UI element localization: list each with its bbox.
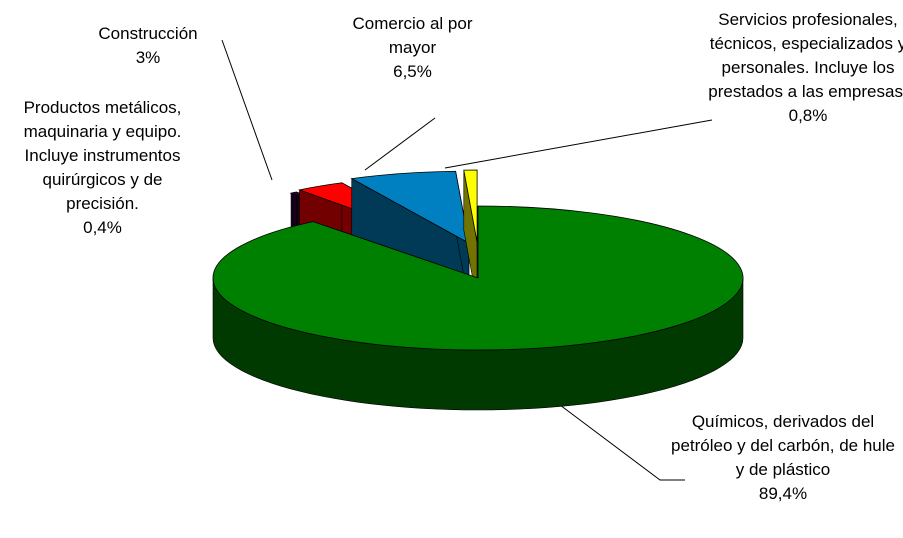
slice bbox=[463, 169, 478, 243]
value-label: 6,5% bbox=[393, 62, 432, 81]
slice-label: Servicios profesionales, técnicos, espec… bbox=[708, 8, 903, 128]
slice-label: Construcción 3% bbox=[78, 22, 218, 70]
value-label: 0,4% bbox=[83, 218, 122, 237]
slice bbox=[350, 170, 470, 244]
category-label: Productos metálicos, maquinaria y equipo… bbox=[23, 98, 182, 213]
slice-label: Químicos, derivados del petróleo y del c… bbox=[668, 410, 898, 506]
category-label: Comercio al por mayor bbox=[352, 14, 473, 57]
leader-line bbox=[221, 39, 273, 181]
value-label: 0,8% bbox=[788, 106, 828, 125]
slice-label: Productos metálicos, maquinaria y equipo… bbox=[20, 96, 185, 240]
value-label: 3% bbox=[135, 48, 161, 67]
slice-label: Comercio al por mayor 6,5% bbox=[345, 12, 480, 84]
category-label: Químicos, derivados del petróleo y del c… bbox=[671, 412, 895, 479]
leader-line bbox=[559, 404, 685, 481]
value-label: 89,4% bbox=[758, 484, 808, 503]
leader-line bbox=[364, 117, 436, 171]
leader-line bbox=[444, 119, 713, 169]
slice bbox=[212, 205, 744, 351]
category-label: Construcción bbox=[98, 24, 198, 43]
category-label: Servicios profesionales, técnicos, espec… bbox=[708, 10, 903, 101]
